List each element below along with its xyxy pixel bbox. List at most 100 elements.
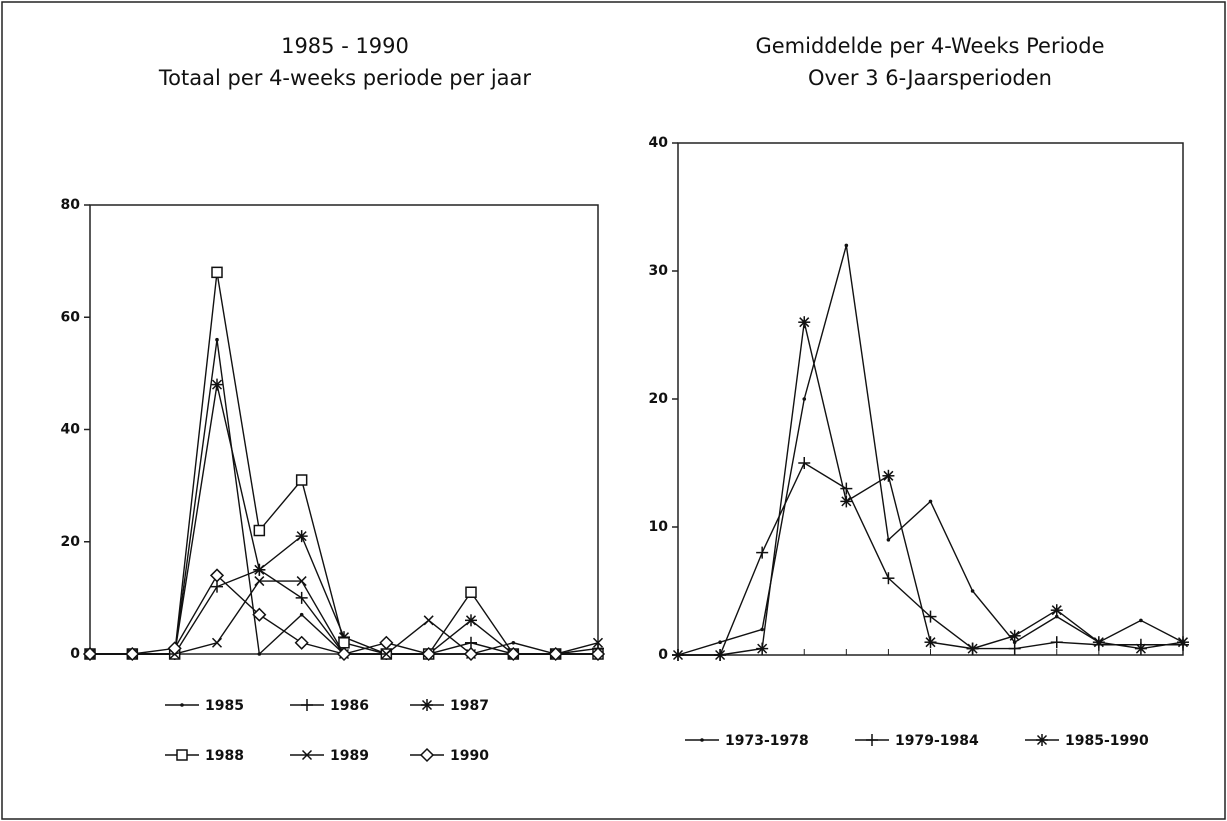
data-point <box>253 524 266 537</box>
data-point <box>421 646 436 662</box>
marker-diamond <box>167 641 182 656</box>
data-point <box>882 469 895 482</box>
data-point <box>215 337 219 342</box>
data-point <box>252 607 267 622</box>
marker-stroke <box>925 637 936 648</box>
data-point <box>296 576 307 587</box>
data-point <box>379 635 394 650</box>
data-point <box>1177 636 1189 649</box>
marker-diamond <box>548 646 563 662</box>
legend-marker <box>866 734 878 746</box>
marker-stroke <box>1051 605 1062 616</box>
legend-marker <box>301 699 313 711</box>
marker-diamond <box>421 646 436 662</box>
y-tick-label: 0 <box>70 646 80 662</box>
marker-diamond <box>82 646 98 662</box>
data-point <box>1092 636 1105 649</box>
data-point <box>592 637 604 648</box>
marker-square <box>338 637 350 649</box>
data-point <box>336 646 352 662</box>
data-point <box>714 649 727 661</box>
data-point <box>1008 642 1021 655</box>
data-point <box>970 589 975 593</box>
marker-dot <box>700 738 704 742</box>
marker-stroke <box>1135 643 1146 654</box>
marker-diamond <box>590 646 606 662</box>
data-point <box>82 646 98 662</box>
data-point <box>295 474 308 486</box>
legend-label: 1986 <box>330 698 369 714</box>
marker-dot <box>1054 614 1059 619</box>
data-point <box>167 641 182 656</box>
data-point <box>211 637 223 648</box>
marker-square <box>465 586 477 599</box>
marker-dot <box>1139 618 1143 623</box>
marker-stroke <box>883 470 894 481</box>
legend-label: 1985 <box>205 698 244 714</box>
marker-dot <box>928 499 933 504</box>
marker-stroke <box>1036 734 1048 746</box>
data-point <box>672 649 684 661</box>
marker-stroke <box>254 576 265 587</box>
legend-label: 1987 <box>450 698 489 714</box>
marker-stroke <box>211 637 223 648</box>
marker-stroke <box>757 643 768 654</box>
data-point <box>966 642 979 655</box>
legend-label: 1985-1990 <box>1065 733 1149 749</box>
data-point <box>1008 629 1021 642</box>
data-point <box>299 612 304 617</box>
data-point <box>760 627 764 632</box>
y-tick-label: 20 <box>649 391 669 407</box>
data-point <box>548 646 563 662</box>
legend-marker <box>180 703 184 707</box>
data-point <box>718 640 722 644</box>
marker-stroke <box>301 749 313 761</box>
marker-dot <box>215 337 219 342</box>
y-tick-label: 40 <box>61 422 81 438</box>
data-point <box>338 637 350 649</box>
y-tick-label: 60 <box>61 309 81 325</box>
marker-diamond <box>419 747 435 763</box>
data-point <box>928 499 933 504</box>
data-point <box>294 635 309 650</box>
legend-marker <box>1036 734 1048 746</box>
marker-stroke <box>1177 637 1189 648</box>
marker-stroke <box>715 649 726 661</box>
data-point <box>209 568 225 583</box>
legend-marker <box>421 699 433 711</box>
data-point <box>423 615 434 626</box>
marker-stroke <box>967 643 978 654</box>
y-tick-label: 20 <box>61 534 81 550</box>
marker-dot <box>257 652 262 656</box>
legend-marker <box>301 749 313 761</box>
series-line <box>678 461 1183 656</box>
marker-square <box>295 474 308 486</box>
marker-diamond <box>125 646 140 662</box>
data-point <box>840 495 853 508</box>
data-point <box>924 636 937 649</box>
data-point <box>211 266 223 279</box>
marker-dot <box>511 640 516 645</box>
marker-square <box>176 749 188 761</box>
marker-dot <box>886 538 891 542</box>
data-point <box>465 636 477 649</box>
plot-frame <box>677 142 1184 656</box>
legend-marker <box>700 738 704 742</box>
legend-label: 1990 <box>450 748 489 764</box>
data-point <box>125 646 140 662</box>
marker-diamond <box>209 568 225 583</box>
data-point <box>882 572 895 585</box>
data-point <box>463 646 479 662</box>
chart-subtitle: Totaal per 4-weeks periode per jaar <box>158 66 532 90</box>
marker-stroke <box>211 379 223 390</box>
marker-diamond <box>506 646 521 662</box>
marker-dot <box>844 243 849 248</box>
data-point <box>506 646 521 662</box>
series-line <box>90 384 598 655</box>
legend-label: 1973-1978 <box>725 733 809 749</box>
series-line <box>90 339 598 656</box>
y-tick-label: 80 <box>61 197 81 213</box>
marker-dot <box>718 640 722 644</box>
legend-label: 1989 <box>330 748 369 764</box>
